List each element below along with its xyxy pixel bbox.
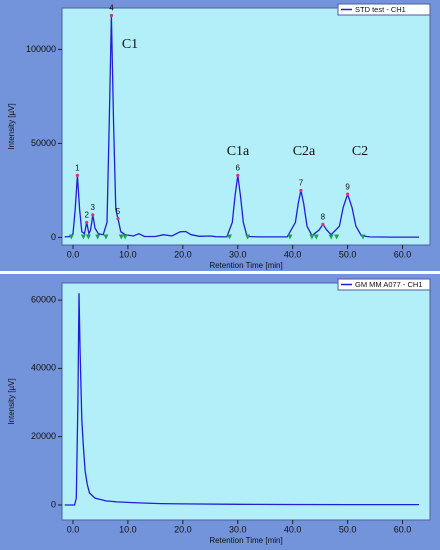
x-tick-label: 0.0 <box>67 524 80 534</box>
legend-box <box>337 278 431 291</box>
peak-label: 7 <box>299 179 304 188</box>
baseline-marker <box>360 234 366 240</box>
peak-apex <box>109 13 114 18</box>
x-tick-label: 60.0 <box>394 249 412 259</box>
x-tick-label: 60.0 <box>394 524 412 534</box>
peak-apex <box>321 222 325 226</box>
baseline-marker <box>118 234 124 240</box>
x-tick-label: 50.0 <box>339 249 357 259</box>
peak-label: 3 <box>91 203 96 212</box>
y-axis-title: Intensity [µV] <box>7 378 16 424</box>
plot-area <box>61 282 431 521</box>
baseline-marker <box>245 234 251 240</box>
x-tick-label: 10.0 <box>119 249 137 259</box>
peak-apex <box>346 192 350 196</box>
x-axis-title: Retention Time [min] <box>209 536 282 545</box>
peak-label: 8 <box>321 212 326 221</box>
y-tick-label: 50000 <box>31 138 56 148</box>
x-tick-label: 40.0 <box>284 524 302 534</box>
baseline-marker <box>80 234 86 240</box>
y-tick-label: 60000 <box>31 294 56 304</box>
legend-label: GM MM A077 - CH1 <box>355 280 423 289</box>
x-tick-label: 40.0 <box>284 249 302 259</box>
y-tick-label: 0 <box>51 499 56 509</box>
x-tick-label: 10.0 <box>119 524 137 534</box>
baseline-marker <box>287 234 293 240</box>
peak-apex <box>236 173 240 178</box>
y-tick-label: 0 <box>51 232 56 242</box>
x-tick-label: 20.0 <box>174 524 192 534</box>
baseline-marker <box>122 234 128 240</box>
peak-apex <box>91 213 95 217</box>
x-tick-label: 0.0 <box>67 249 80 259</box>
y-tick-label: 20000 <box>31 431 56 441</box>
baseline-marker <box>309 234 315 240</box>
baseline-marker <box>313 234 319 240</box>
trace <box>64 15 419 238</box>
peak-label: 6 <box>236 164 241 173</box>
y-tick-label: 40000 <box>31 363 56 373</box>
y-axis-title: Intensity [µV] <box>7 103 16 149</box>
x-tick-label: 30.0 <box>229 524 247 534</box>
compound-label: C1 <box>122 37 138 52</box>
baseline-marker <box>68 234 74 240</box>
peak-apex <box>299 188 303 193</box>
peak-label: 5 <box>116 207 121 216</box>
trace <box>64 293 419 506</box>
peak-label: 1 <box>75 164 80 173</box>
x-tick-label: 30.0 <box>229 249 247 259</box>
peak-label: 9 <box>345 182 350 191</box>
baseline-marker <box>85 234 91 240</box>
baseline-marker <box>328 234 334 240</box>
baseline-marker <box>103 234 109 240</box>
peak-apex <box>85 220 89 225</box>
y-tick-label: 100000 <box>26 44 56 54</box>
plot-area <box>61 7 431 246</box>
x-tick-label: 50.0 <box>339 524 357 534</box>
baseline-marker <box>334 234 340 240</box>
compound-label: C2a <box>293 144 316 159</box>
legend-label: STD test - CH1 <box>355 5 406 14</box>
baseline-marker <box>95 234 101 240</box>
legend-box <box>337 3 431 16</box>
compound-label: C2 <box>352 144 368 159</box>
compound-label: C1a <box>227 144 250 159</box>
peak-apex <box>75 173 79 178</box>
x-tick-label: 20.0 <box>174 249 192 259</box>
baseline-marker <box>227 234 233 240</box>
peak-label: 2 <box>84 211 89 220</box>
peak-label: 4 <box>109 4 114 13</box>
x-axis-title: Retention Time [min] <box>209 261 282 270</box>
peak-apex <box>116 217 120 221</box>
